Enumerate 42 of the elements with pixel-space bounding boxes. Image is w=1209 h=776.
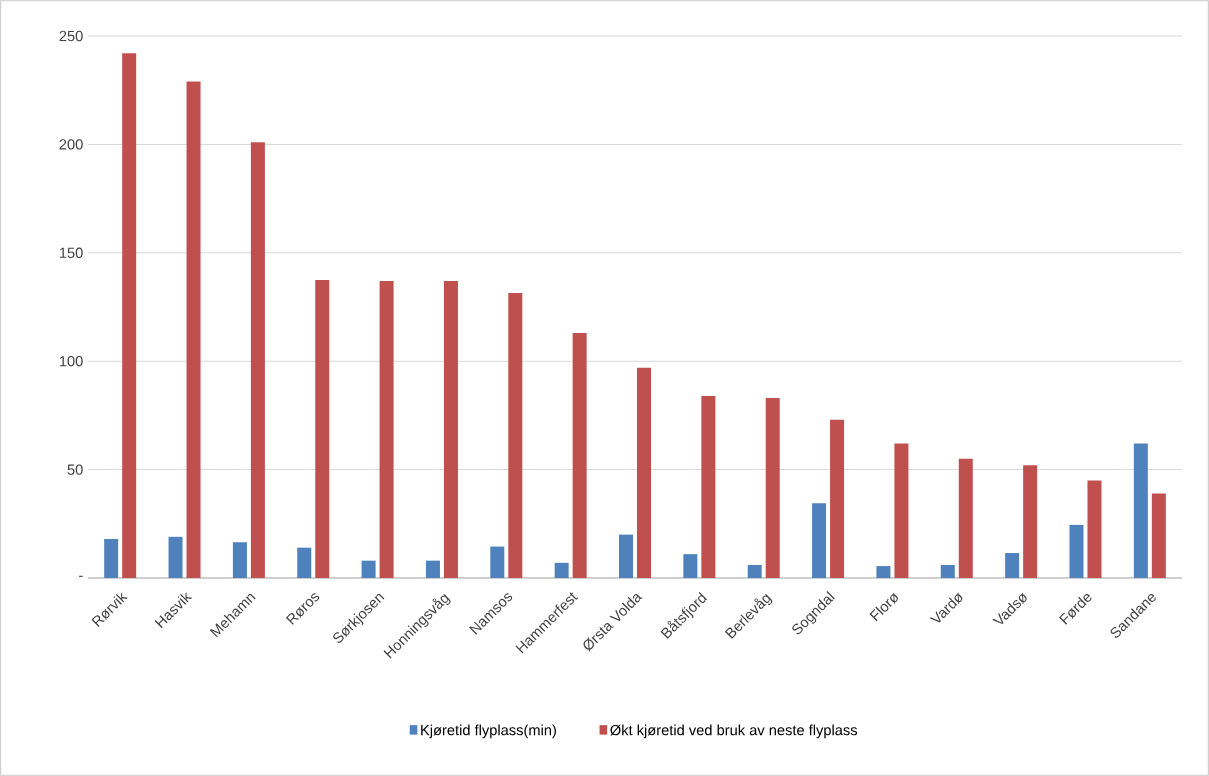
bar (250, 142, 265, 578)
bar (1151, 493, 1166, 578)
y-tick-label: - (79, 575, 83, 577)
bar (572, 333, 587, 578)
bar (876, 566, 891, 578)
bar (637, 367, 652, 578)
bar (168, 536, 183, 578)
bar (701, 395, 716, 578)
bar (554, 562, 569, 578)
bar (186, 81, 201, 578)
y-tick-label: 50 (67, 464, 83, 475)
y-tick-label: 250 (59, 30, 83, 42)
legend-label: Økt kjøretid ved bruk av neste flyplass (610, 724, 858, 739)
bar (122, 53, 137, 578)
bar (425, 560, 440, 578)
bar (508, 292, 523, 578)
bar (443, 280, 458, 578)
bar (619, 534, 634, 578)
bar (1133, 443, 1148, 578)
bar (940, 564, 955, 578)
bar (765, 398, 780, 578)
bar (747, 564, 762, 578)
bar (361, 560, 376, 578)
bar (490, 546, 505, 578)
bar (683, 554, 698, 578)
bar (315, 279, 330, 578)
y-tick-label: 100 (59, 356, 83, 367)
bar (812, 503, 827, 578)
bar (297, 547, 312, 578)
bar (104, 538, 119, 578)
bar (894, 443, 909, 578)
bar (1023, 465, 1038, 578)
bar (379, 280, 394, 578)
bar (1005, 553, 1020, 578)
bar (1069, 524, 1084, 578)
legend-label: Kjøretid flyplass(min) (421, 724, 556, 739)
y-tick-label: 200 (59, 139, 83, 150)
bar (958, 458, 973, 578)
bar (830, 419, 845, 578)
bar (1087, 480, 1102, 578)
y-tick-label: 150 (59, 247, 83, 258)
bar (232, 542, 247, 578)
